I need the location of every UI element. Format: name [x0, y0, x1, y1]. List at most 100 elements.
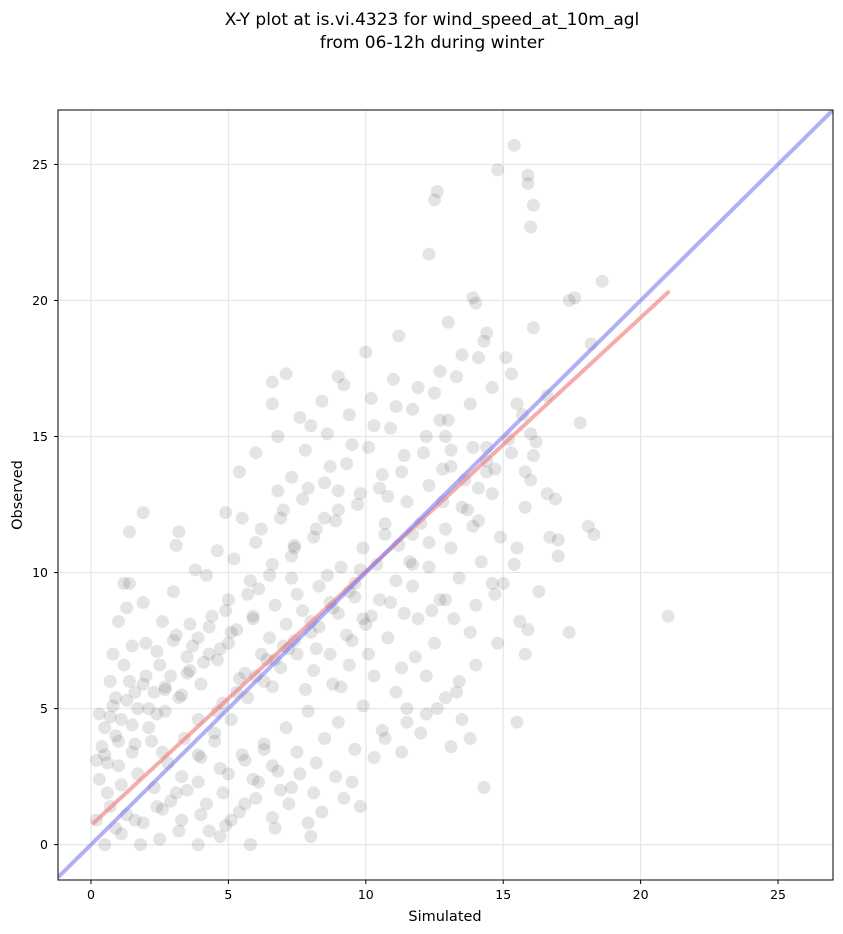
scatter-point	[279, 721, 293, 735]
y-tick-label: 25	[32, 157, 48, 172]
scatter-point	[246, 609, 260, 623]
scatter-point	[205, 609, 219, 623]
scatter-point	[551, 549, 565, 563]
scatter-point	[136, 595, 150, 609]
scatter-point	[466, 291, 480, 305]
scatter-point	[403, 555, 417, 569]
scatter-point	[153, 832, 167, 846]
x-tick-label: 25	[770, 887, 786, 902]
scatter-point	[235, 511, 249, 525]
scatter-point	[158, 680, 172, 694]
scatter-point	[521, 176, 535, 190]
scatter-point	[422, 536, 436, 550]
scatter-point	[296, 492, 310, 506]
scatter-point	[329, 770, 343, 784]
scatter-point	[183, 617, 197, 631]
scatter-point	[271, 484, 285, 498]
scatter-point	[180, 666, 194, 680]
scatter-point	[263, 631, 277, 645]
scatter-point	[103, 674, 117, 688]
scatter-point	[375, 723, 389, 737]
scatter-point	[172, 691, 186, 705]
y-tick-label: 5	[40, 701, 48, 716]
scatter-point	[430, 185, 444, 199]
scatter-point	[254, 522, 268, 536]
scatter-point	[249, 446, 263, 460]
scatter-point	[139, 636, 153, 650]
scatter-point	[172, 824, 186, 838]
scatter-point	[219, 819, 233, 833]
scatter-point	[199, 797, 213, 811]
scatter-point	[241, 587, 255, 601]
scatter-point	[471, 514, 485, 528]
scatter-point	[444, 459, 458, 473]
scatter-point	[285, 571, 299, 585]
scatter-point	[320, 568, 334, 582]
scatter-point	[345, 438, 359, 452]
scatter-point	[139, 669, 153, 683]
scatter-point	[581, 519, 595, 533]
scatter-point	[524, 427, 538, 441]
scatter-point	[348, 590, 362, 604]
scatter-point	[518, 500, 532, 514]
scatter-point	[307, 663, 321, 677]
grid-lines	[58, 110, 833, 880]
scatter-point	[221, 593, 235, 607]
scatter-point	[439, 430, 452, 444]
scatter-point	[595, 274, 609, 288]
scatter-point	[455, 500, 469, 514]
scatter-point	[422, 247, 436, 261]
scatter-point	[400, 715, 414, 729]
scatter-point	[384, 421, 398, 435]
scatter-point	[524, 220, 538, 234]
scatter-point	[128, 685, 142, 699]
scatter-point	[122, 525, 136, 539]
scatter-point	[452, 674, 466, 688]
scatter-point	[142, 721, 156, 735]
scatter-point	[142, 702, 156, 716]
scatter-point	[526, 198, 540, 212]
scatter-point	[285, 549, 299, 563]
scatter-point	[287, 538, 301, 552]
scatter-point	[433, 593, 447, 607]
scatter-point	[373, 481, 387, 495]
scatter-point	[100, 756, 114, 770]
scatter-point	[175, 813, 189, 827]
scatter-point	[213, 642, 227, 656]
scatter-point	[499, 351, 513, 365]
scatter-point	[323, 647, 337, 661]
scatter-point	[510, 397, 524, 411]
scatter-point	[109, 691, 123, 705]
scatter-point	[114, 712, 128, 726]
scatter-point	[309, 522, 323, 536]
scatter-point	[117, 658, 131, 672]
scatter-point	[224, 625, 238, 639]
scatter-point	[337, 791, 351, 805]
scatter-point	[109, 729, 123, 743]
scatter-point	[318, 732, 332, 746]
scatter-point	[169, 786, 183, 800]
scatter-point	[425, 604, 439, 618]
scatter-point	[521, 623, 535, 637]
scatter-point	[232, 805, 246, 819]
scatter-point	[378, 732, 392, 746]
scatter-point	[356, 699, 370, 713]
scatter-point	[587, 527, 601, 541]
scatter-point	[400, 495, 414, 509]
data-points	[89, 138, 675, 852]
scatter-point	[191, 631, 205, 645]
scatter-point	[122, 576, 136, 590]
scatter-point	[406, 579, 420, 593]
x-tick-label: 15	[495, 887, 511, 902]
scatter-point	[447, 612, 461, 626]
scatter-point	[100, 786, 114, 800]
scatter-point	[367, 419, 381, 433]
scatter-point	[290, 587, 304, 601]
x-axis-label: Simulated	[408, 909, 481, 925]
y-tick-label: 20	[32, 293, 48, 308]
scatter-point	[243, 838, 257, 852]
scatter-point	[309, 642, 323, 656]
scatter-point	[548, 492, 562, 506]
scatter-point	[524, 473, 538, 487]
scatter-point	[362, 440, 376, 454]
